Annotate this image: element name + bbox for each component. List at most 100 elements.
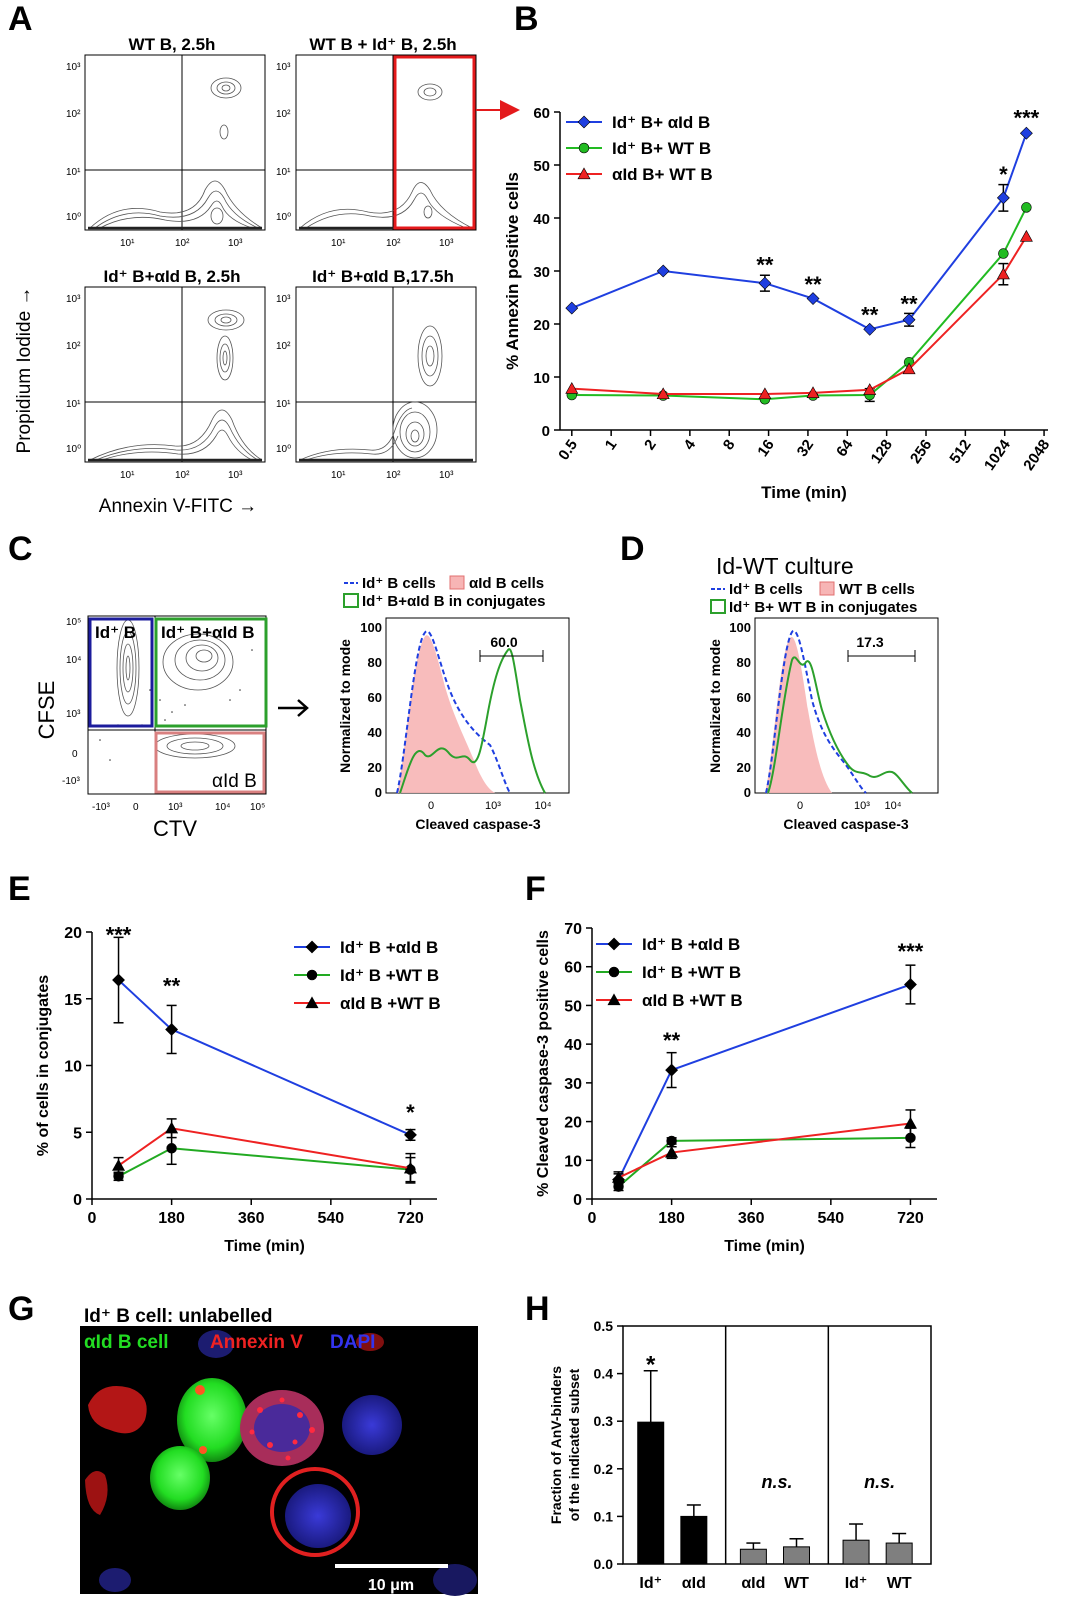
hc-y-0: 0 xyxy=(375,785,382,800)
hd-x-1e4: 10⁴ xyxy=(885,800,902,812)
histogram-d-frame xyxy=(754,617,939,794)
tick-a2-x1: 10¹ xyxy=(331,238,346,249)
panel-letter-h: H xyxy=(525,1290,550,1328)
y-tick-label: 50 xyxy=(564,998,582,1015)
panel-letter-f: F xyxy=(525,870,546,908)
hc-y-60: 60 xyxy=(368,690,382,705)
quadrant-lines xyxy=(85,55,476,462)
y-tick-label: 5 xyxy=(73,1125,82,1142)
micrograph-cells xyxy=(85,1330,477,1596)
gate-anti-id-b-label: αId B xyxy=(212,771,257,792)
tick-a1-x2: 10² xyxy=(175,238,190,249)
bar xyxy=(637,1421,665,1565)
data-point-0 xyxy=(1019,126,1033,140)
x-tick-label: 512 xyxy=(946,437,974,467)
tick-a4-x1: 10¹ xyxy=(331,470,346,481)
series-line-1 xyxy=(118,1147,411,1178)
significance-label: * xyxy=(999,162,1008,187)
x-tick-label: 360 xyxy=(738,1210,765,1227)
panel-a: A WT B, 2.5h WT B + Id⁺ B, 2.5h Id⁺ B+αI… xyxy=(8,0,520,517)
dot-y-tick-1e3: 10³ xyxy=(66,709,81,720)
x-category-label: Id⁺ xyxy=(845,1575,868,1592)
legend-marker xyxy=(607,937,621,951)
y-axis-label: % of cells in conjugates xyxy=(35,975,52,1156)
plot-a-y-axis-label: Propidium Iodide → xyxy=(14,287,35,454)
legend-marker xyxy=(577,115,591,129)
panel-letter-g: G xyxy=(8,1290,34,1328)
y-tick-label: 0 xyxy=(542,423,550,440)
tick-a1-y3: 10³ xyxy=(66,62,81,73)
gate-id-b-label: Id⁺ B xyxy=(95,623,136,642)
data-point-2 xyxy=(902,362,916,375)
tick-a4-y0: 10⁰ xyxy=(276,444,291,455)
tick-a1-y0: 10⁰ xyxy=(66,212,81,223)
significance-label: n.s. xyxy=(761,1472,792,1492)
dot-plot-ticks: 10⁵ 10⁴ 10³ 0 -10³ -10³ 0 10³ 10⁴ 10⁵ xyxy=(62,617,265,813)
gate-id-b xyxy=(88,617,154,728)
legend-d-conjugates: Id⁺ B+ WT B in conjugates xyxy=(729,599,917,616)
y-tick-label: 0.1 xyxy=(594,1508,614,1524)
data-point-2 xyxy=(903,1116,917,1129)
data-point-2 xyxy=(403,1161,417,1174)
data-point-2 xyxy=(656,387,670,400)
data-point-0 xyxy=(904,978,917,991)
gate-anti-id-b xyxy=(154,731,266,794)
channel-dapi: DAPI xyxy=(330,1332,375,1353)
legend-marker xyxy=(608,966,620,978)
dot-y-tick-neg: -10³ xyxy=(62,776,80,787)
series-line-0 xyxy=(571,132,1028,331)
histogram-d-ticks: 100 80 60 40 20 0 xyxy=(729,620,751,800)
dot-y-tick-1e5: 10⁵ xyxy=(66,617,81,628)
tick-a4-x2: 10² xyxy=(386,470,401,481)
y-tick-label: 60 xyxy=(533,105,550,122)
plot-a-x-axis-label: Annexin V-FITC → xyxy=(99,496,257,517)
legend-label: Id⁺ B +αId B xyxy=(642,935,740,954)
data-point-0 xyxy=(404,1128,417,1142)
tick-a3-y0: 10⁰ xyxy=(66,444,81,455)
hc-y-100: 100 xyxy=(360,620,382,635)
data-point-1 xyxy=(166,1143,177,1154)
bar xyxy=(885,1542,913,1565)
x-tick-label: 256 xyxy=(907,437,935,467)
x-tick-label: 1024 xyxy=(981,436,1014,474)
panel-b: B 0 10 20 30 40 50 60 0.5 1 2 4 8 16 32 64 128 256 512 102… xyxy=(503,0,1053,502)
histogram-d-wt-fill xyxy=(765,636,832,793)
y-axis-label: % Cleaved caspase-3 positive cells xyxy=(535,930,552,1197)
x-tick-label: 2 xyxy=(641,437,660,454)
y-tick-label: 20 xyxy=(564,1115,582,1132)
data-point-2 xyxy=(806,386,820,399)
bar xyxy=(783,1546,811,1565)
histogram-c-id-b-line xyxy=(396,630,511,794)
x-tick-label: 0.5 xyxy=(555,437,581,464)
legend-d-wt-b: WT B cells xyxy=(839,581,915,598)
plot-a2-frame xyxy=(295,54,477,231)
x-category-label: WT xyxy=(784,1575,809,1592)
hc-y-40: 40 xyxy=(368,725,382,740)
hd-y-60: 60 xyxy=(737,690,751,705)
legend-label: Id⁺ B +WT B xyxy=(642,963,741,982)
tick-a2-x2: 10² xyxy=(386,238,401,249)
legend-marker xyxy=(306,969,318,981)
panel-letter-a: A xyxy=(8,0,33,38)
panel-g: G Id⁺ B cell: unlabelled αId B xyxy=(8,1290,478,1596)
significance-label: n.s. xyxy=(864,1472,895,1492)
tick-a4-x3: 10³ xyxy=(439,470,454,481)
legend-c-conjugates: Id⁺ B+αId B in conjugates xyxy=(362,593,545,610)
significance-label: ** xyxy=(163,973,181,998)
data-point-0 xyxy=(863,322,877,336)
plot-a1-frame xyxy=(84,54,266,231)
data-point-2 xyxy=(165,1121,179,1134)
x-tick-label: 32 xyxy=(794,437,817,460)
histogram-c-conjugates-line xyxy=(399,648,546,794)
tick-a1-y2: 10² xyxy=(66,109,81,120)
y-tick-label: 40 xyxy=(564,1037,582,1054)
y-axis-label: % Annexin positive cells xyxy=(503,172,522,370)
x-tick-label: 2048 xyxy=(1020,437,1053,474)
panel-d-heading: Id-WT culture xyxy=(716,553,854,579)
apoptotic-gate xyxy=(393,55,476,230)
tick-a4-y1: 10¹ xyxy=(276,399,291,410)
tick-a2-y0: 10⁰ xyxy=(276,212,291,223)
panel-c: C Id⁺ B Id⁺ B+αId B αId B 10⁵ 10⁴ 10³ 0 … xyxy=(8,530,570,841)
histogram-c-y-label: Normalized to mode xyxy=(337,639,353,773)
plot-a1-title: WT B, 2.5h xyxy=(129,35,216,54)
